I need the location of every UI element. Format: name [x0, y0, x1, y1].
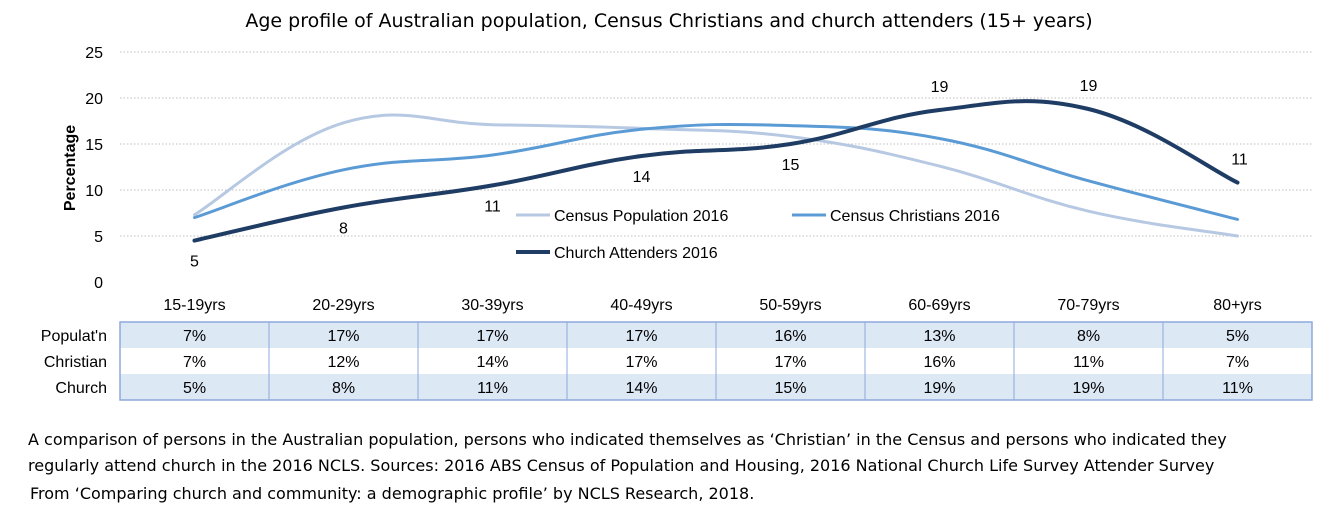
table-cell: 17%	[625, 328, 657, 345]
data-label: 15	[782, 157, 800, 174]
table-cell: 11%	[477, 380, 508, 397]
legend-label: Census Christians 2016	[830, 208, 1000, 225]
y-tick-label: 20	[85, 91, 103, 108]
table-row-label: Church	[55, 380, 107, 397]
table-cell: 5%	[183, 380, 206, 397]
table-cell: 15%	[774, 380, 806, 397]
table-cell: 13%	[923, 328, 955, 345]
y-tick-label: 15	[85, 137, 103, 154]
table-cell: 11%	[1073, 354, 1104, 371]
table-cell: 17%	[774, 354, 806, 371]
data-labels: 5 8 11 14 15 19 19 11	[190, 78, 1248, 271]
table-row-label: Populat'n	[41, 328, 107, 345]
data-label: 14	[633, 169, 651, 186]
table-cell: 8%	[332, 380, 355, 397]
data-label: 11	[1231, 152, 1248, 169]
y-axis-ticks: 0 5 10 15 20 25	[85, 45, 103, 292]
x-tick-label: 50-59yrs	[759, 297, 821, 314]
caption-line-1: A comparison of persons in the Australia…	[28, 430, 1227, 449]
x-tick-label: 30-39yrs	[461, 297, 523, 314]
legend-label: Census Population 2016	[554, 208, 728, 225]
series-line-census-population-2016	[193, 113, 1239, 238]
series-lines	[192, 99, 1240, 243]
y-tick-label: 10	[85, 183, 103, 200]
data-label: 19	[1080, 78, 1098, 95]
data-label: 11	[484, 198, 501, 215]
y-tick-label: 0	[94, 275, 103, 292]
table-cell: 12%	[327, 354, 359, 371]
y-tick-label: 25	[85, 45, 103, 62]
series-line-church-attenders-2016	[192, 99, 1240, 243]
table-cell: 7%	[183, 328, 206, 345]
x-tick-label: 60-69yrs	[908, 297, 970, 314]
x-tick-label: 80+yrs	[1213, 297, 1261, 314]
y-axis-label: Percentage	[62, 125, 79, 211]
table-cell: 7%	[183, 354, 206, 371]
x-tick-label: 20-29yrs	[312, 297, 374, 314]
legend: Census Population 2016 Census Christians …	[516, 208, 1000, 262]
table-cell: 16%	[774, 328, 806, 345]
table-cell: 19%	[1072, 380, 1104, 397]
age-profile-chart: Age profile of Australian population, Ce…	[41, 10, 1313, 401]
table-cell: 5%	[1226, 328, 1249, 345]
data-label: 5	[190, 254, 199, 271]
table-cell: 14%	[625, 380, 657, 397]
table-cell: 16%	[923, 354, 955, 371]
caption-line-2: regularly attend church in the 2016 NCLS…	[28, 456, 1215, 475]
caption-line-3: From ‘Comparing church and community: a …	[30, 484, 755, 503]
table-row-label: Christian	[44, 354, 107, 371]
series-line-census-christians-2016	[193, 122, 1239, 221]
table-cell: 17%	[327, 328, 359, 345]
table-cell: 14%	[476, 354, 508, 371]
table-cell: 19%	[923, 380, 955, 397]
x-tick-label: 40-49yrs	[610, 297, 672, 314]
table-cell: 8%	[1077, 328, 1100, 345]
gridlines	[120, 51, 1312, 237]
table-cell: 11%	[1222, 380, 1253, 397]
x-tick-label: 70-79yrs	[1057, 297, 1119, 314]
data-table: Populat'n 7% 17% 17% 17% 16% 13% 8% 5% Christian 7…	[41, 321, 1313, 401]
chart-title: Age profile of Australian population, Ce…	[245, 10, 1092, 32]
table-cell: 17%	[476, 328, 508, 345]
data-label: 8	[339, 220, 348, 237]
table-cell: 17%	[625, 354, 657, 371]
x-tick-label: 15-19yrs	[163, 297, 225, 314]
legend-label: Church Attenders 2016	[554, 245, 718, 262]
table-cell: 7%	[1226, 354, 1249, 371]
data-label: 19	[931, 79, 949, 96]
x-axis-ticks: 15-19yrs 20-29yrs 30-39yrs 40-49yrs 50-59yrs…	[163, 297, 1261, 314]
y-tick-label: 5	[94, 229, 103, 246]
